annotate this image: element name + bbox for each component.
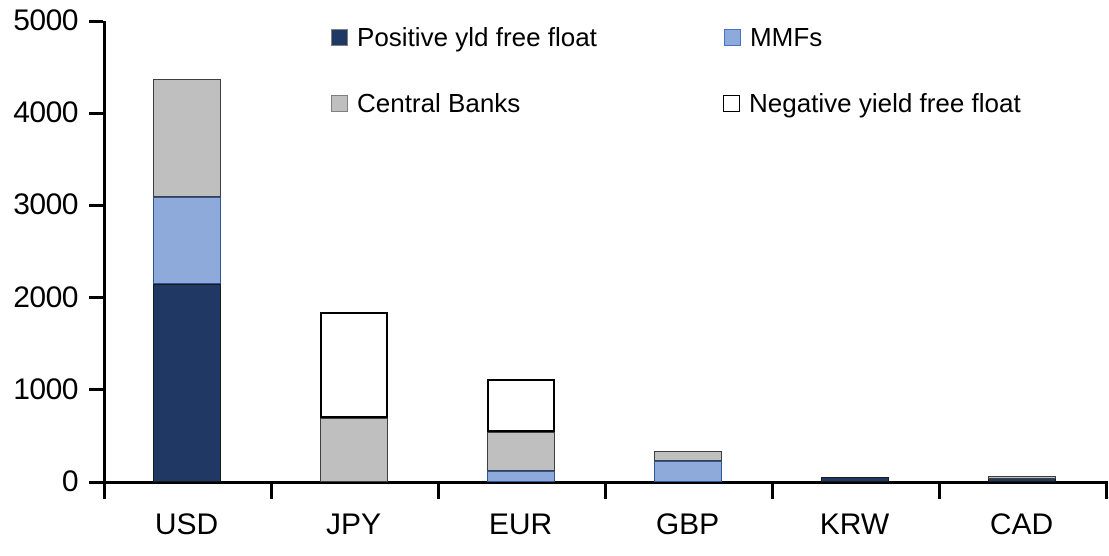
x-axis-line [103,481,1108,484]
y-axis-tick [89,480,103,484]
legend-swatch-icon [724,28,741,46]
y-axis-tick-label: 4000 [13,96,78,130]
y-axis-tick-label: 5000 [13,4,78,37]
bar-segment-cad-0 [987,478,1056,483]
legend-item-0: Positive yld free float [331,20,597,54]
legend-item-1: MMFs [724,20,822,54]
legend-item-3: Negative yield free float [723,86,1021,120]
bar-segment-krw-0 [820,477,889,483]
y-axis-line [103,21,106,485]
y-axis-tick-label: 1000 [13,372,78,406]
x-axis-tick [270,484,273,499]
y-axis-tick-label: 2000 [13,280,78,314]
bar-segment-gbp-2 [653,451,722,462]
y-axis-tick [89,203,103,207]
x-axis-category-label: JPY [325,508,382,541]
x-axis-category-label: GBP [655,508,720,541]
x-axis-tick [1105,484,1108,499]
legend-label: Central Banks [357,88,521,118]
bar-segment-jpy-2 [319,417,388,482]
legend-label: Negative yield free float [749,88,1021,118]
bar-segment-eur-1 [486,470,555,482]
x-axis-category-label: CAD [989,508,1054,541]
bar-segment-gbp-1 [653,460,722,482]
bar-segment-usd-1 [152,197,221,285]
bar-segment-eur-2 [486,432,555,472]
x-axis-tick [103,484,106,499]
legend-label: Positive yld free float [357,22,597,52]
legend-swatch-icon [331,28,348,46]
bar-segment-eur-3 [486,379,555,433]
x-axis-category-label: EUR [488,508,553,541]
legend-swatch-icon [331,94,348,112]
x-axis-category-label: USD [154,508,219,541]
y-axis-tick-label: 0 [61,465,79,498]
y-axis-tick [89,296,103,300]
x-axis-tick [437,484,440,499]
x-axis-tick [938,484,941,499]
bar-segment-usd-0 [152,283,221,482]
bar-segment-jpy-3 [319,312,388,419]
y-axis-tick [89,388,103,392]
y-axis-tick [89,19,103,23]
legend-label: MMFs [750,22,823,52]
x-axis-tick [771,484,774,499]
x-axis-category-label: KRW [819,508,890,541]
x-axis-tick [604,484,607,499]
bar-segment-cad-2 [987,475,1056,479]
bar-segment-usd-2 [152,79,221,198]
legend-item-2: Central Banks [331,86,520,120]
legend-swatch-icon [723,94,740,112]
y-axis-tick [89,111,103,115]
y-axis-tick-label: 3000 [13,188,78,222]
